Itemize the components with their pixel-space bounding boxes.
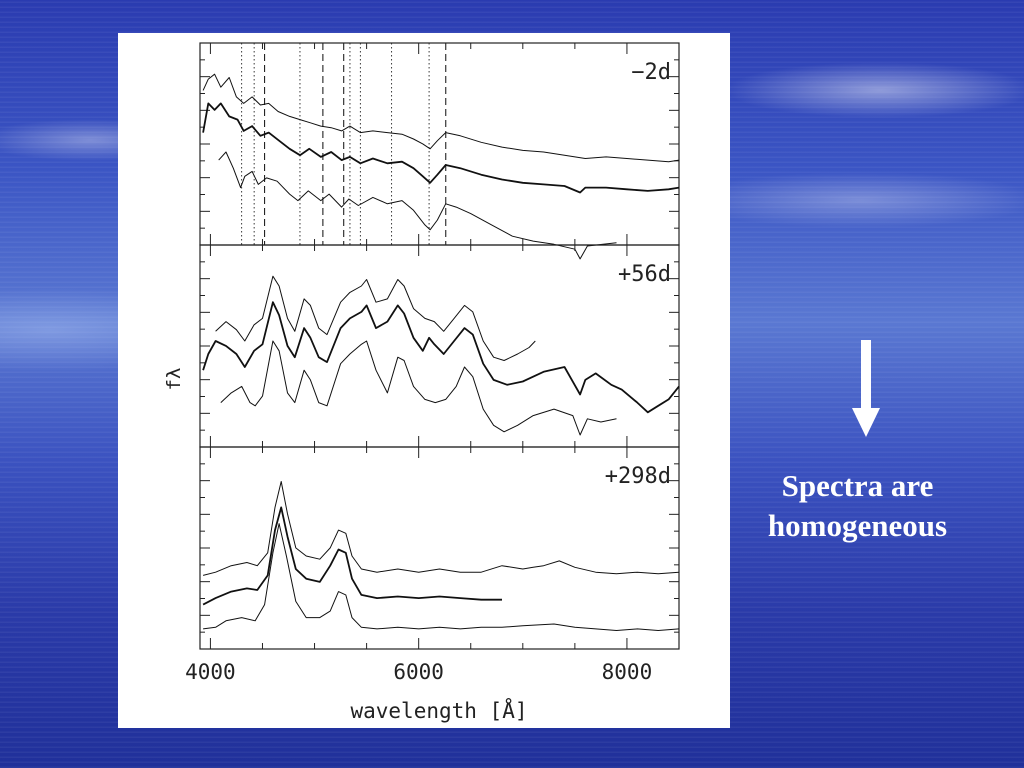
- y-axis-label: fλ: [163, 368, 185, 391]
- x-axis-label: wavelength [Å]: [350, 697, 527, 723]
- arrow-head: [852, 408, 880, 437]
- spectra-chart: −2d +56d +298d 4000 6000 8000 wavelength [Å]…: [163, 42, 680, 723]
- panel-label: +56d: [618, 262, 671, 287]
- arrow-shaft: [861, 340, 871, 410]
- panel-1: −2d: [199, 42, 680, 260]
- x-tick-label: 8000: [602, 660, 653, 684]
- spectrum-3-2: [202, 506, 502, 606]
- spectrum-2-2: [202, 301, 680, 414]
- figure-panel: −2d +56d +298d 4000 6000 8000 wavelength [Å]…: [118, 33, 730, 728]
- spectrum-3-3: [203, 523, 680, 631]
- spectrum-1-3: [218, 151, 617, 260]
- panel-label: −2d: [631, 60, 671, 85]
- down-arrow-icon: [852, 340, 880, 437]
- panel-label: +298d: [605, 464, 671, 489]
- panel-2: +56d: [199, 244, 680, 448]
- caption-line-2: homogeneous: [767, 508, 948, 543]
- spectrum-2-3: [220, 340, 617, 436]
- slide-caption: Spectra are homogeneous: [735, 466, 980, 546]
- spectrum-3-1: [202, 481, 680, 576]
- x-tick-label: 6000: [393, 660, 444, 684]
- spectrum-1-1: [202, 73, 680, 163]
- spectrum-1-2: [202, 102, 680, 194]
- x-tick-labels: 4000 6000 8000: [185, 660, 652, 684]
- caption-line-1: Spectra are: [781, 468, 934, 503]
- panel-3: +298d: [199, 446, 680, 650]
- x-tick-label: 4000: [185, 660, 236, 684]
- panels-layer: −2d +56d +298d: [199, 42, 680, 650]
- panel-frame: [199, 42, 680, 246]
- spectrum-2-1: [215, 275, 536, 361]
